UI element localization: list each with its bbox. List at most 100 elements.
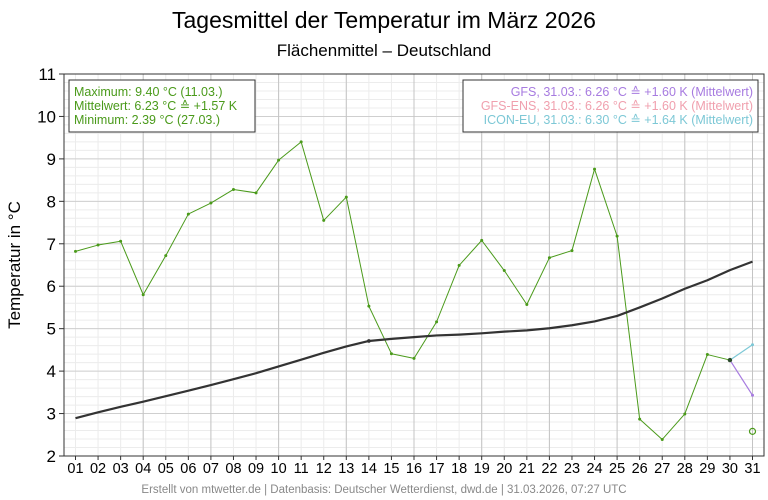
- x-tick-label: 22: [541, 461, 557, 477]
- daily-mean-point: [119, 239, 123, 243]
- daily-mean-point: [435, 320, 439, 324]
- y-axis-label: Temperatur in °C: [5, 201, 24, 329]
- forecast-box-frame: [462, 79, 759, 133]
- x-tick-label: 19: [474, 461, 490, 477]
- forecast-box: GFS, 31.03.: 6.26 °C ≙ +1.60 K (Mittelwe…: [462, 79, 759, 133]
- y-tick-label: 7: [47, 235, 56, 254]
- stats-maximum: Maximum: 9.40 °C (11.03.): [74, 85, 223, 99]
- y-tick-label: 2: [47, 447, 56, 466]
- daily-mean-point: [74, 249, 77, 253]
- daily-mean-point: [141, 293, 145, 297]
- x-tick-label: 17: [428, 461, 444, 477]
- major-gridlines: [64, 73, 764, 457]
- x-tick-label: 10: [271, 461, 287, 477]
- daily-mean-point: [344, 195, 348, 199]
- forecast-marker: [748, 427, 757, 435]
- daily-mean-point: [660, 437, 664, 441]
- y-tick-label: 5: [47, 320, 56, 339]
- last-observed-point: [727, 357, 733, 363]
- daily-mean-point: [389, 352, 393, 356]
- daily-mean-point: [705, 353, 709, 357]
- x-tick-label: 30: [722, 461, 738, 477]
- daily-mean-point: [638, 417, 642, 421]
- x-tick-label: 06: [180, 461, 196, 477]
- daily-mean-point: [683, 412, 687, 416]
- x-tick-label: 03: [113, 461, 129, 477]
- footer-credit: Erstellt von mtwetter.de | Datenbasis: D…: [141, 484, 626, 496]
- y-tick-label: 9: [47, 150, 56, 169]
- x-tick-label: 15: [383, 461, 399, 477]
- running-mean-point: [367, 339, 371, 343]
- x-tick-label: 27: [654, 461, 670, 477]
- x-axis-ticks: 01 02 03 04 05 06 07 08 09 10 11 12 13 14 15 16 17 18 19 20…: [67, 456, 761, 477]
- forecast-point: [751, 393, 754, 397]
- daily-mean-point: [570, 249, 574, 253]
- daily-mean-point: [164, 254, 168, 258]
- y-tick-label: 4: [47, 362, 56, 381]
- daily-mean-point: [186, 212, 190, 216]
- plot-border: [63, 73, 765, 457]
- x-tick-label: 13: [338, 461, 354, 477]
- y-axis-ticks: 2 3 4 5 6 7 8 9 10 11: [37, 65, 64, 466]
- y-tick-label: 6: [47, 277, 56, 296]
- x-tick-label: 08: [225, 461, 241, 477]
- daily-mean-point: [457, 263, 461, 267]
- daily-mean-point: [525, 302, 529, 306]
- running-mean-line: [75, 260, 753, 420]
- x-tick-label: 29: [699, 461, 715, 477]
- x-tick-label: 26: [632, 461, 648, 477]
- daily-mean-point: [254, 191, 258, 195]
- daily-mean-point: [593, 167, 597, 171]
- daily-mean-point: [547, 256, 551, 260]
- forecast-gfs: GFS, 31.03.: 6.26 °C ≙ +1.60 K (Mittelwe…: [511, 85, 753, 99]
- forecast-icon-eu: ICON-EU, 31.03.: 6.30 °C ≙ +1.64 K (Mitt…: [484, 113, 753, 127]
- y-tick-label: 10: [37, 107, 56, 126]
- x-tick-label: 24: [586, 461, 602, 477]
- y-tick-label: 3: [47, 405, 56, 424]
- daily-mean-point: [412, 356, 416, 360]
- y-tick-label: 8: [47, 192, 56, 211]
- chart-subtitle: Flächenmittel – Deutschland: [277, 41, 492, 60]
- x-tick-label: 31: [744, 461, 760, 477]
- daily-mean-line: [75, 141, 731, 440]
- x-tick-label: 11: [294, 461, 309, 477]
- x-tick-label: 28: [677, 461, 693, 477]
- x-tick-label: 04: [135, 461, 151, 477]
- forecast-line: [729, 344, 753, 361]
- y-tick-label: 11: [38, 65, 56, 84]
- daily-mean-point: [277, 158, 281, 162]
- daily-mean-point: [615, 234, 619, 238]
- x-tick-label: 25: [609, 461, 625, 477]
- x-tick-label: 05: [158, 461, 174, 477]
- x-tick-label: 01: [67, 461, 83, 477]
- x-tick-label: 12: [316, 461, 332, 477]
- daily-mean-point: [209, 201, 213, 205]
- stats-box: Maximum: 9.40 °C (11.03.) Mittelwert: 6.…: [68, 79, 256, 133]
- forecast-point: [751, 343, 754, 347]
- daily-mean-point: [367, 304, 371, 308]
- daily-mean-point: [322, 218, 326, 222]
- stats-mittelwert: Mittelwert: 6.23 °C ≙ +1.57 K: [74, 99, 238, 113]
- x-tick-label: 09: [248, 461, 264, 477]
- x-tick-label: 02: [90, 461, 106, 477]
- x-tick-label: 21: [519, 461, 535, 477]
- daily-mean-point: [96, 243, 100, 247]
- stats-minimum: Minimum: 2.39 °C (27.03.): [74, 113, 220, 127]
- x-tick-label: 07: [203, 461, 219, 477]
- x-tick-label: 14: [361, 461, 377, 477]
- forecast-gfs-ens: GFS-ENS, 31.03.: 6.26 °C ≙ +1.60 K (Mitt…: [481, 99, 753, 113]
- x-tick-label: 23: [564, 461, 580, 477]
- x-tick-label: 20: [496, 461, 512, 477]
- x-tick-label: 18: [451, 461, 467, 477]
- chart-title: Tagesmittel der Temperatur im März 2026: [172, 7, 596, 33]
- daily-mean-point: [502, 269, 506, 273]
- series-layer: [75, 141, 754, 440]
- daily-mean-point: [299, 140, 303, 144]
- points-layer: [74, 140, 757, 441]
- forecast-line: [729, 359, 754, 396]
- daily-mean-point: [480, 238, 484, 242]
- x-tick-label: 16: [406, 461, 422, 477]
- stats-box-frame: [68, 79, 256, 133]
- daily-mean-point: [231, 187, 235, 191]
